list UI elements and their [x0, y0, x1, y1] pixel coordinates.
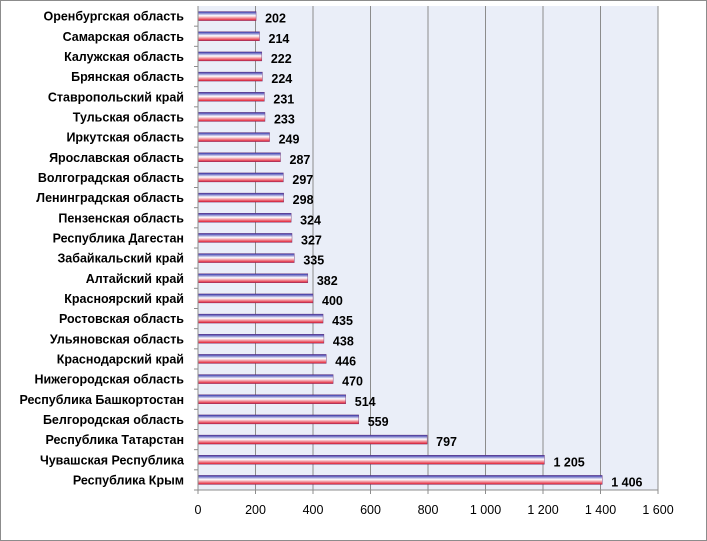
- category-label: Нижегородская область: [34, 373, 184, 387]
- data-label: 438: [333, 334, 354, 348]
- category-label: Краснодарский край: [57, 352, 184, 366]
- value-labels: 202 214 222 224 231 233 249 287 297 298 324 327 335 3…: [265, 12, 642, 490]
- category-label: Алтайский край: [86, 272, 184, 286]
- bar: [197, 293, 314, 304]
- bar: [197, 334, 325, 344]
- bar: [197, 71, 263, 82]
- x-tick-label: 800: [418, 503, 439, 517]
- category-label: Республика Татарстан: [45, 433, 184, 447]
- data-label: 435: [332, 314, 353, 328]
- data-label: 335: [303, 254, 324, 268]
- bar: [197, 273, 309, 283]
- category-label: Ростовская область: [59, 312, 184, 326]
- bar: [197, 455, 545, 465]
- gridlines: [197, 6, 659, 494]
- bar: [197, 192, 284, 203]
- data-label: 297: [292, 173, 313, 187]
- bar: [197, 374, 334, 384]
- data-label: 249: [279, 133, 300, 147]
- bar: [197, 11, 257, 21]
- x-tick-label: 1 600: [642, 503, 673, 517]
- bar: [197, 152, 281, 162]
- category-label: Ставропольский край: [48, 90, 184, 104]
- bar: [197, 414, 359, 425]
- bar: [197, 112, 266, 122]
- category-label: Республика Дагестан: [53, 231, 184, 245]
- category-label: Пензенская область: [58, 211, 184, 225]
- category-label: Брянская область: [71, 70, 184, 84]
- data-label: 559: [368, 415, 389, 429]
- bar: [197, 313, 324, 324]
- data-label: 222: [271, 52, 292, 66]
- data-label: 797: [436, 435, 457, 449]
- x-axis-tick-labels: 0 200 400 600 800 1 000 1 200 1 400 1 600: [195, 503, 674, 517]
- category-label: Забайкальский край: [57, 252, 184, 266]
- data-label: 1 406: [611, 475, 642, 489]
- bar: [197, 354, 327, 364]
- data-label: 202: [265, 12, 286, 26]
- bar: [197, 92, 265, 102]
- x-tick-label: 1 400: [585, 503, 616, 517]
- category-label: Ленинградская область: [36, 191, 184, 205]
- x-tick-label: 1 200: [527, 503, 558, 517]
- bar: [197, 31, 260, 41]
- category-label: Оренбургская область: [43, 10, 184, 24]
- bar: [197, 253, 295, 263]
- data-label: 327: [301, 233, 322, 247]
- x-tick-label: 1 000: [470, 503, 501, 517]
- data-label: 1 205: [553, 455, 584, 469]
- category-label: Тульская область: [73, 110, 185, 124]
- data-label: 470: [342, 375, 363, 389]
- category-labels: Оренбургская область Самарская область Кал…: [19, 10, 185, 488]
- data-label: 287: [290, 153, 311, 167]
- category-label: Иркутская область: [66, 131, 184, 145]
- category-label: Калужская область: [64, 50, 184, 64]
- data-label: 324: [300, 213, 321, 227]
- data-label: 214: [269, 32, 290, 46]
- bar: [197, 213, 292, 223]
- data-label: 382: [317, 274, 338, 288]
- category-label: Чувашская Республика: [40, 453, 185, 467]
- bar: [197, 132, 270, 142]
- data-label: 231: [273, 92, 294, 106]
- bar: [197, 51, 263, 62]
- x-tick-label: 600: [360, 503, 381, 517]
- category-label: Белгородская область: [43, 413, 184, 427]
- data-label: 298: [293, 193, 314, 207]
- bar: [197, 434, 428, 445]
- bar: [197, 475, 603, 485]
- x-tick-label: 200: [245, 503, 266, 517]
- category-label: Самарская область: [63, 30, 185, 44]
- bar: [197, 233, 293, 243]
- category-label: Волгоградская область: [38, 171, 184, 185]
- category-label: Ярославская область: [49, 151, 184, 165]
- data-label: 400: [322, 294, 343, 308]
- category-label: Ульяновская область: [50, 332, 184, 346]
- x-tick-label: 0: [195, 503, 202, 517]
- category-label: Красноярский край: [64, 292, 184, 306]
- data-label: 514: [355, 395, 376, 409]
- bar: [197, 172, 284, 183]
- category-label: Республика Крым: [73, 473, 184, 487]
- x-tick-label: 400: [303, 503, 324, 517]
- data-label: 233: [274, 112, 295, 126]
- data-label: 446: [335, 354, 356, 368]
- category-label: Республика Башкортостан: [19, 393, 184, 407]
- bar: [197, 394, 346, 404]
- data-label: 224: [271, 72, 292, 86]
